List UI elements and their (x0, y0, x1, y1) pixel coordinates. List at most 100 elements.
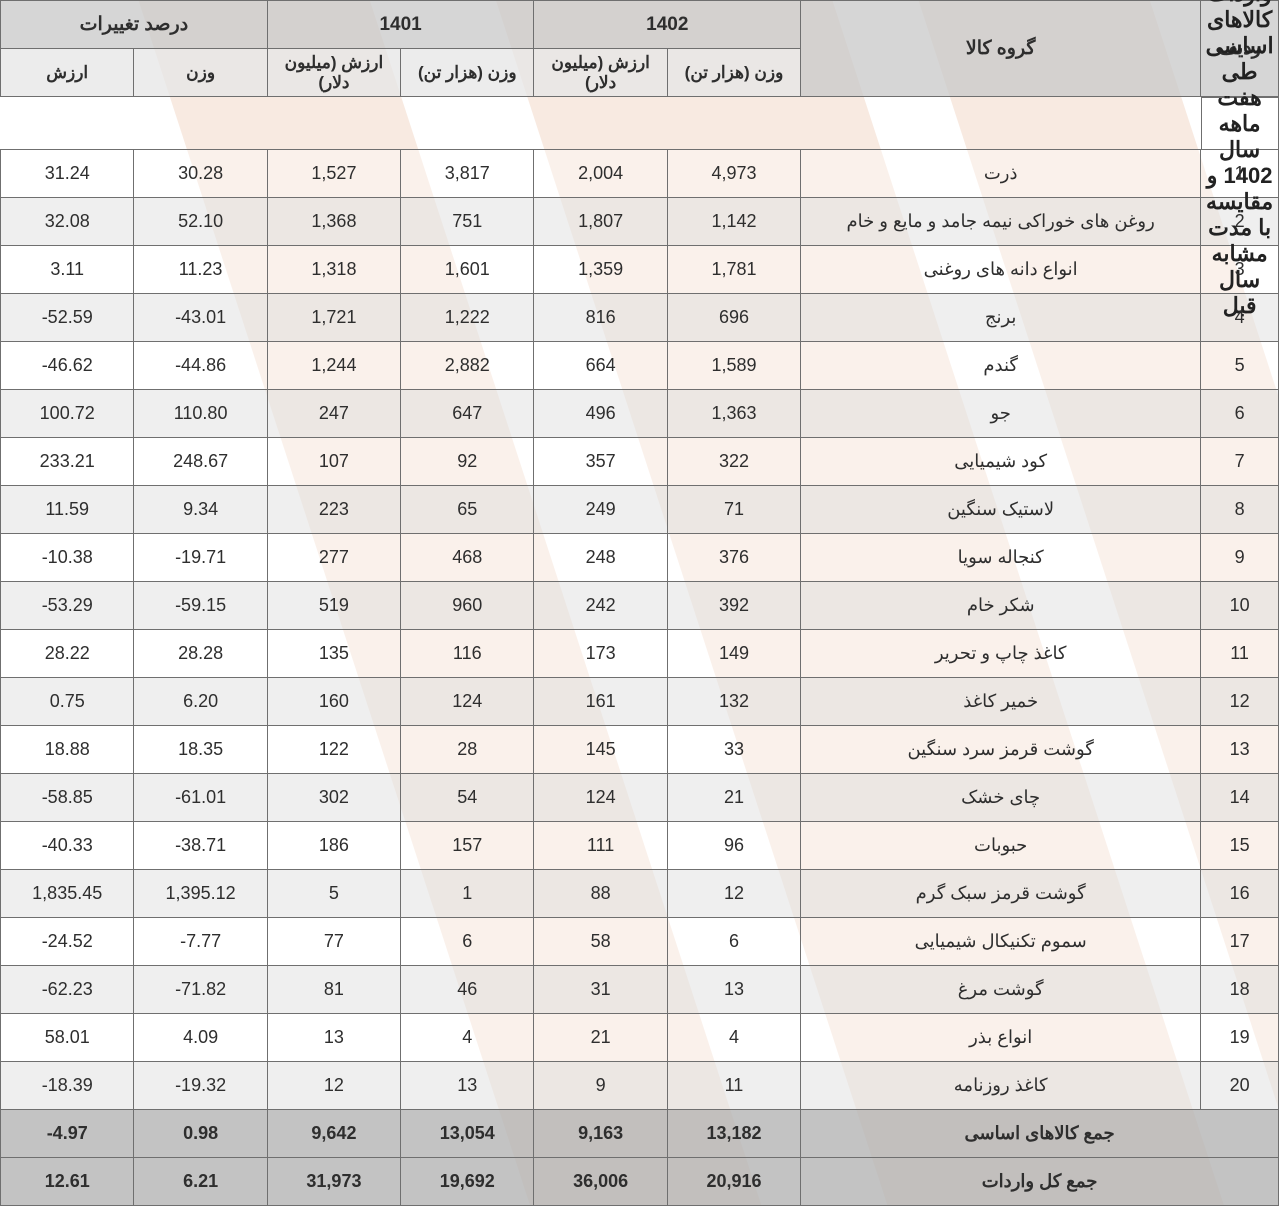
cell-v1401: 186 (267, 822, 400, 870)
col-1402: 1402 (534, 1, 801, 49)
cell-dw: -61.01 (134, 774, 267, 822)
cell-dw: -43.01 (134, 294, 267, 342)
cell-w1401: 751 (401, 198, 534, 246)
table-row: 6جو1,363496647247110.80100.72 (1, 390, 1279, 438)
cell-dv: 233.21 (1, 438, 134, 486)
table-container: جدول 1. آمار واردات کالاهای اساسی طی هفت… (0, 0, 1279, 1206)
cell-w1401: 1,601 (401, 246, 534, 294)
cell-dv: 32.08 (1, 198, 134, 246)
cell-dv: -18.39 (1, 1062, 134, 1110)
table-row: 2روغن های خوراکی نیمه جامد و مایع و خام1… (1, 198, 1279, 246)
cell-name: کاغذ روزنامه (801, 1062, 1201, 1110)
cell-w1401: 28 (401, 726, 534, 774)
cell-dv: 58.01 (1, 1014, 134, 1062)
table-row: 3انواع دانه های روغنی1,7811,3591,6011,31… (1, 246, 1279, 294)
col-change: درصد تغییرات (1, 1, 268, 49)
cell-v1402: 124 (534, 774, 667, 822)
cell-name: برنج (801, 294, 1201, 342)
cell-w1401: 960 (401, 582, 534, 630)
footer-w1402: 13,182 (667, 1110, 800, 1158)
cell-index: 8 (1201, 486, 1279, 534)
cell-dv: -24.52 (1, 918, 134, 966)
cell-dw: 18.35 (134, 726, 267, 774)
cell-v1402: 816 (534, 294, 667, 342)
cell-index: 16 (1201, 870, 1279, 918)
table-row: 18گوشت مرغ13314681-71.82-62.23 (1, 966, 1279, 1014)
cell-w1402: 1,142 (667, 198, 800, 246)
footer-v1402: 9,163 (534, 1110, 667, 1158)
footer-dw: 6.21 (134, 1158, 267, 1206)
cell-w1401: 65 (401, 486, 534, 534)
cell-name: گوشت قرمز سرد سنگین (801, 726, 1201, 774)
cell-index: 17 (1201, 918, 1279, 966)
cell-index: 13 (1201, 726, 1279, 774)
cell-index: 12 (1201, 678, 1279, 726)
cell-w1401: 647 (401, 390, 534, 438)
table-row: 8لاستیک سنگین71249652239.3411.59 (1, 486, 1279, 534)
cell-dw: 110.80 (134, 390, 267, 438)
table-row: 7کود شیمیایی32235792107248.67233.21 (1, 438, 1279, 486)
cell-w1401: 3,817 (401, 150, 534, 198)
table-row: 1ذرت4,9732,0043,8171,52730.2831.24 (1, 150, 1279, 198)
cell-v1402: 31 (534, 966, 667, 1014)
cell-dv: 3.11 (1, 246, 134, 294)
cell-w1401: 124 (401, 678, 534, 726)
cell-v1402: 58 (534, 918, 667, 966)
imports-table: جدول 1. آمار واردات کالاهای اساسی طی هفت… (0, 0, 1279, 1206)
cell-v1402: 248 (534, 534, 667, 582)
cell-w1401: 116 (401, 630, 534, 678)
footer-name: جمع کالاهای اساسی (801, 1110, 1279, 1158)
cell-v1401: 1,244 (267, 342, 400, 390)
cell-dv: 100.72 (1, 390, 134, 438)
cell-v1401: 135 (267, 630, 400, 678)
cell-name: شکر خام (801, 582, 1201, 630)
cell-dw: 1,395.12 (134, 870, 267, 918)
cell-w1401: 468 (401, 534, 534, 582)
cell-w1402: 132 (667, 678, 800, 726)
cell-dw: -38.71 (134, 822, 267, 870)
cell-v1401: 247 (267, 390, 400, 438)
cell-v1401: 519 (267, 582, 400, 630)
cell-dw: -19.71 (134, 534, 267, 582)
cell-index: 6 (1201, 390, 1279, 438)
cell-v1402: 145 (534, 726, 667, 774)
table-row: 20کاغذ روزنامه1191312-19.32-18.39 (1, 1062, 1279, 1110)
cell-w1402: 4 (667, 1014, 800, 1062)
cell-name: گندم (801, 342, 1201, 390)
table-row: 17سموم تکنیکال شیمیایی658677-7.77-24.52 (1, 918, 1279, 966)
col-group: گروه کالا (801, 1, 1201, 97)
cell-dw: 6.20 (134, 678, 267, 726)
cell-dv: 0.75 (1, 678, 134, 726)
table-body: 1ذرت4,9732,0043,8171,52730.2831.242روغن … (1, 150, 1279, 1110)
cell-index: 19 (1201, 1014, 1279, 1062)
footer-v1402: 36,006 (534, 1158, 667, 1206)
cell-v1401: 1,318 (267, 246, 400, 294)
cell-name: گوشت مرغ (801, 966, 1201, 1014)
cell-v1402: 2,004 (534, 150, 667, 198)
cell-dv: -46.62 (1, 342, 134, 390)
footer-v1401: 9,642 (267, 1110, 400, 1158)
cell-v1402: 88 (534, 870, 667, 918)
cell-name: گوشت قرمز سبک گرم (801, 870, 1201, 918)
cell-name: انواع بذر (801, 1014, 1201, 1062)
col-change-weight: وزن (134, 49, 267, 97)
cell-v1401: 13 (267, 1014, 400, 1062)
cell-name: سموم تکنیکال شیمیایی (801, 918, 1201, 966)
cell-w1402: 149 (667, 630, 800, 678)
cell-w1401: 1,222 (401, 294, 534, 342)
cell-v1402: 496 (534, 390, 667, 438)
col-1401-value: ارزش (میلیون دلار) (267, 49, 400, 97)
cell-w1402: 4,973 (667, 150, 800, 198)
cell-index: 10 (1201, 582, 1279, 630)
cell-w1401: 157 (401, 822, 534, 870)
cell-w1402: 13 (667, 966, 800, 1014)
cell-v1402: 21 (534, 1014, 667, 1062)
col-1402-weight: وزن (هزار تن) (667, 49, 800, 97)
cell-v1401: 1,527 (267, 150, 400, 198)
table-row: 5گندم1,5896642,8821,244-44.86-46.62 (1, 342, 1279, 390)
cell-w1401: 2,882 (401, 342, 534, 390)
cell-w1402: 6 (667, 918, 800, 966)
cell-dv: -52.59 (1, 294, 134, 342)
table-row: 14چای خشک2112454302-61.01-58.85 (1, 774, 1279, 822)
cell-v1402: 357 (534, 438, 667, 486)
